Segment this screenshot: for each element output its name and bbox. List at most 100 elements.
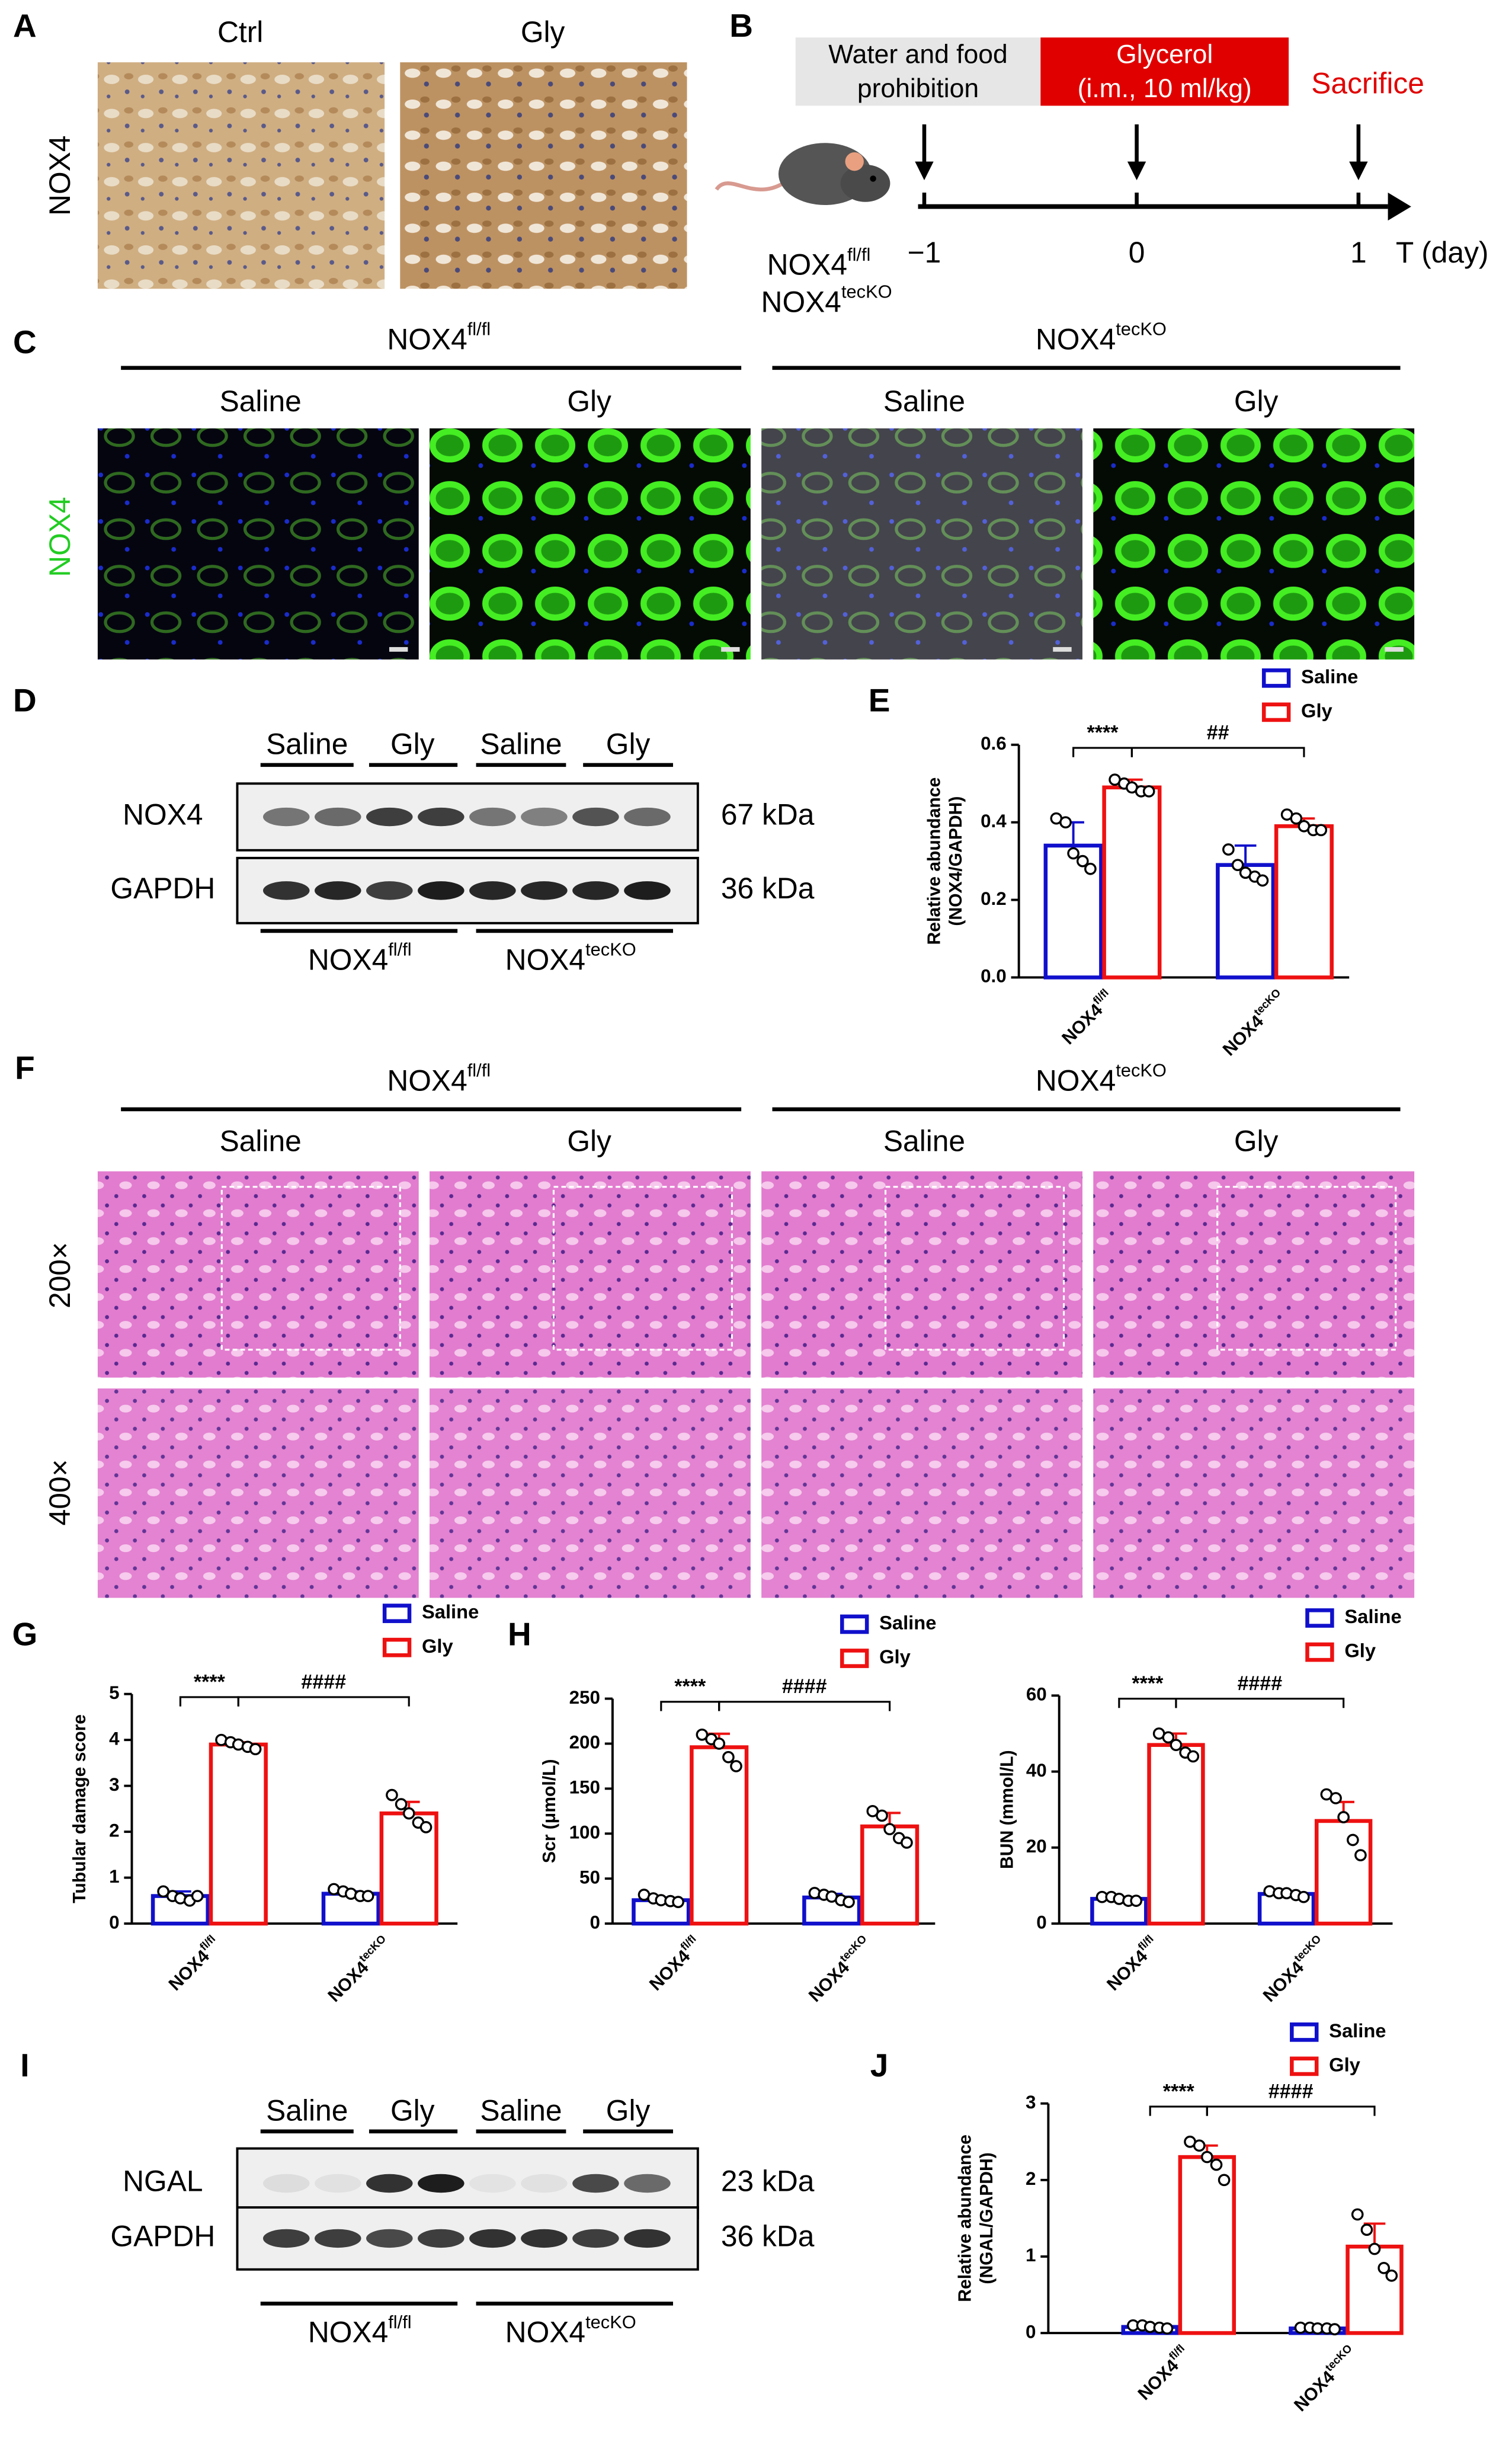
x-tick-label: NOX4tecKO — [1288, 2342, 1362, 2415]
blot-band — [315, 881, 361, 900]
y-tick-label: 2 — [1026, 2168, 1036, 2189]
y-tick-label: 1 — [109, 1866, 119, 1887]
blot-band — [418, 881, 465, 900]
panel-letter: D — [13, 682, 37, 719]
y-tick-label: 3 — [1026, 2092, 1036, 2113]
genotype-label: NOX4fl/fl — [387, 1060, 491, 1097]
significance-bracket — [1072, 747, 1133, 757]
label-base: NOX4 — [505, 943, 585, 976]
blot-band — [366, 881, 413, 900]
significance-bracket — [179, 1696, 239, 1707]
blot-band — [418, 2174, 465, 2193]
data-point — [1360, 2223, 1373, 2236]
data-point — [191, 1890, 204, 1902]
axis-arrowhead — [1388, 193, 1411, 221]
panel-letter: H — [508, 1615, 531, 1652]
legend-label: Saline — [422, 1601, 479, 1622]
label-superscript: fl/fl — [467, 1060, 491, 1081]
blot-band — [262, 807, 310, 827]
size-label: 36 kDa — [721, 872, 815, 905]
micrograph — [761, 1388, 1082, 1598]
column-label: Gly — [390, 728, 435, 761]
y-axis-label: Relative abundance — [956, 2134, 975, 2302]
label-superscript: tecKO — [585, 939, 636, 960]
mouse-ear — [845, 152, 864, 171]
y-tick-label: 0 — [590, 1912, 600, 1932]
genotype-label: NOX4fl/fl — [387, 319, 491, 356]
significance-bracket — [1149, 2105, 1208, 2116]
arrowhead — [1127, 161, 1146, 181]
data-point — [1187, 1750, 1200, 1763]
box-text: Glycerol — [1116, 40, 1213, 69]
y-axis-label: BUN (mmol/L) — [997, 1750, 1017, 1869]
micrograph — [430, 1171, 751, 1378]
label-superscript: tecKO — [585, 2312, 636, 2332]
genotype-label: NOX4tecKO — [505, 2312, 636, 2349]
label-base: NOX4 — [1103, 1946, 1151, 1994]
legend-label: Gly — [879, 1646, 911, 1668]
column-label: Saline — [480, 2094, 562, 2127]
size-label: 36 kDa — [721, 2220, 815, 2253]
y-tick-label: 0 — [1036, 1912, 1046, 1932]
micrograph — [97, 1388, 419, 1598]
x-tick-label: NOX4fl/fl — [163, 1932, 225, 1995]
arrowhead — [915, 161, 934, 181]
zoom-box — [884, 1186, 1065, 1351]
panel-letter: G — [12, 1615, 38, 1652]
significance-label: **** — [194, 1670, 226, 1693]
day-label: 0 — [1129, 236, 1145, 269]
y-axis-label: (NGAL/GAPDH) — [977, 2152, 997, 2284]
label-superscript: tecKO — [1116, 1060, 1167, 1081]
genotype-label: NOX4fl/fl — [767, 244, 871, 281]
legend-label: Gly — [1329, 2054, 1361, 2076]
label-base: NOX4 — [767, 248, 847, 281]
label-base: NOX4 — [1036, 1064, 1116, 1097]
column-label: Saline — [883, 1125, 965, 1158]
mouse-head — [840, 164, 890, 202]
legend-swatch — [840, 1614, 869, 1634]
axis-label: T (day) — [1396, 236, 1489, 269]
blot-band — [624, 2174, 671, 2193]
row-label: 400× — [43, 1459, 76, 1525]
genotype-label: NOX4fl/fl — [308, 2312, 412, 2349]
label-base: NOX4 — [1219, 1012, 1267, 1060]
y-tick-label: 2 — [109, 1820, 119, 1841]
label-superscript: tecKO — [1251, 986, 1283, 1018]
mouse-tail — [715, 181, 784, 192]
data-point — [1378, 2261, 1391, 2274]
column-label: Gly — [521, 15, 565, 49]
y-axis-label: Tubular damage score — [70, 1714, 89, 1903]
blot-strip — [236, 856, 699, 924]
data-point — [1297, 1890, 1310, 1903]
label-superscript: tecKO — [837, 1932, 869, 1964]
data-point — [722, 1750, 735, 1764]
label-base: NOX4 — [387, 322, 467, 356]
genotype-label: NOX4tecKO — [505, 939, 636, 977]
label-base: NOX4 — [1058, 1000, 1106, 1048]
blot-band — [572, 807, 619, 827]
blot-band — [521, 2229, 568, 2248]
label-superscript: fl/fl — [388, 2312, 411, 2332]
label-base: NOX4 — [387, 1064, 467, 1097]
data-point — [1170, 1739, 1183, 1752]
significance-label: ## — [1207, 721, 1229, 744]
blot-band — [262, 881, 310, 900]
blot-band — [262, 2229, 310, 2248]
blot-band — [624, 807, 671, 827]
data-point — [883, 1823, 896, 1836]
data-point — [1059, 816, 1072, 829]
zoom-box — [552, 1186, 733, 1351]
scale-bar — [1053, 647, 1072, 652]
data-point — [1347, 1833, 1359, 1846]
data-point — [1084, 862, 1097, 875]
protein-label: NGAL — [123, 2165, 203, 2198]
significance-label: #### — [1237, 1672, 1282, 1695]
blot-band — [572, 881, 619, 900]
y-tick-label: 150 — [569, 1777, 600, 1798]
legend-swatch — [840, 1649, 869, 1668]
blot-band — [315, 2174, 361, 2193]
data-point — [361, 1890, 374, 1902]
data-point — [157, 1885, 169, 1898]
y-tick-label: 250 — [569, 1687, 600, 1708]
legend-swatch — [1305, 1608, 1334, 1628]
